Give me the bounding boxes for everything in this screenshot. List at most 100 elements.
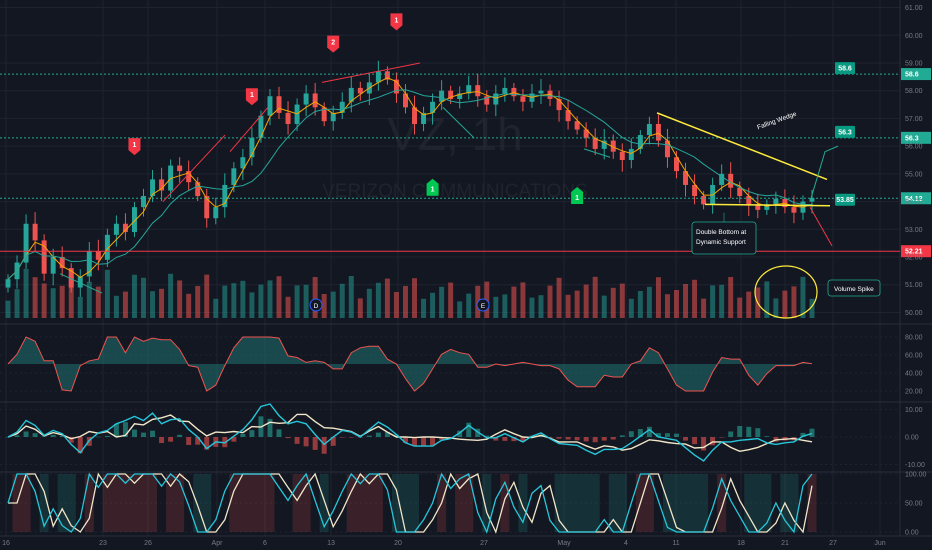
trend-line-5 <box>442 106 475 139</box>
osc2-histogram-bar <box>348 437 354 438</box>
volume-bar <box>421 298 427 318</box>
osc2-histogram-bar <box>619 435 625 437</box>
volume-bar <box>276 276 282 318</box>
osc2-histogram-bar <box>150 430 156 437</box>
volume-bar <box>141 277 146 318</box>
candle-body <box>50 257 56 274</box>
volume-bar <box>249 292 255 318</box>
osc2-histogram-bar <box>683 437 689 441</box>
level-axis-label: 54.12 <box>905 196 923 203</box>
candle-body <box>637 135 643 149</box>
osc2-histogram-bar <box>809 428 815 437</box>
sell-signal <box>128 138 141 156</box>
osc2-histogram-bar <box>439 437 445 440</box>
osc2-histogram-bar <box>312 437 318 450</box>
volume-bar <box>466 293 472 318</box>
osc2-histogram-bar <box>511 437 517 442</box>
volume-bar <box>619 283 625 318</box>
volume-bar <box>701 298 707 318</box>
osc2-histogram-bar <box>231 437 237 442</box>
osc2-histogram-bar <box>764 436 770 437</box>
volume-bar <box>791 286 797 318</box>
osc3-zone <box>563 474 573 532</box>
volume-bar <box>285 296 291 318</box>
osc2-histogram-bar <box>746 426 752 437</box>
wedge-upper-line <box>656 112 828 181</box>
osc2-histogram-bar <box>646 426 652 437</box>
time-tick-label: 23 <box>99 540 107 547</box>
candle-body <box>493 93 499 105</box>
osc2-histogram-bar <box>664 433 670 437</box>
volume-bar <box>68 274 74 318</box>
buy-signal-label: 1 <box>575 195 579 202</box>
volume-bar <box>186 293 192 318</box>
candle-body <box>141 196 146 208</box>
target-tag <box>835 193 855 206</box>
osc2-histogram-bar <box>131 429 137 437</box>
time-tick-label: 16 <box>2 540 10 547</box>
level-axis-badge <box>901 131 931 144</box>
osc2-histogram-bar <box>448 437 454 438</box>
osc2-histogram-bar <box>204 437 210 450</box>
osc2-histogram-bar <box>421 437 427 447</box>
candle-body <box>484 96 490 105</box>
grid <box>0 0 932 537</box>
candle-body <box>312 93 318 108</box>
osc2-histogram-bar <box>692 437 698 445</box>
candle-body <box>556 99 562 111</box>
level-axis-label: 52.21 <box>905 249 923 256</box>
candle-body <box>457 93 463 100</box>
volume-bar <box>86 281 92 318</box>
osc1-area <box>8 337 812 391</box>
candle-body <box>646 123 652 136</box>
osc3-zone <box>247 474 257 532</box>
candle-body <box>592 137 598 149</box>
candle-body <box>104 234 110 260</box>
candle-body <box>339 101 345 113</box>
volume-bar <box>177 280 183 318</box>
candle-body <box>321 107 327 122</box>
osc3-zone <box>292 474 302 532</box>
oscillator-3-pane: 100.00 50.00 0.00 <box>0 472 927 537</box>
candle-body <box>222 184 228 208</box>
price-tick-label: 55.00 <box>905 171 923 178</box>
target-tag <box>835 62 855 75</box>
osc3-zone <box>617 474 627 532</box>
wedge-lower-line <box>704 203 831 207</box>
volume-bar <box>655 277 661 318</box>
osc2-histogram-bar <box>412 437 418 446</box>
osc3-zone <box>753 474 763 532</box>
volume-bars <box>5 268 815 318</box>
osc3-zone <box>202 474 212 532</box>
event-marker <box>476 298 490 312</box>
osc3-zone <box>807 474 817 532</box>
osc-tick-label: 0.00 <box>905 435 919 442</box>
osc2-histogram-bar <box>95 436 101 438</box>
osc2-histogram-bar <box>610 437 616 440</box>
watermark-company: VERIZON COMMUNICATIONS <box>322 181 588 202</box>
osc2-histogram-bar <box>168 437 174 442</box>
osc3-zone <box>39 474 49 532</box>
osc3-zone <box>364 474 374 532</box>
osc-tick-label: 0.00 <box>905 530 919 537</box>
candle-body <box>122 223 128 233</box>
volume-bar <box>719 284 725 318</box>
volume-bar <box>5 300 11 318</box>
candle-body <box>231 168 237 185</box>
volume-bar <box>222 285 228 318</box>
volume-bar <box>195 286 201 318</box>
trend-line-3 <box>321 62 421 83</box>
osc2-histogram-bar <box>728 431 734 437</box>
osc2-histogram-bar <box>755 428 761 437</box>
volume-bar <box>610 287 616 318</box>
double-bottom-label-2: Dynamic Support <box>696 239 746 246</box>
volume-bar <box>574 290 580 318</box>
osc3-zone <box>699 474 709 532</box>
volume-bar <box>32 277 38 318</box>
price-tick-label: 51.00 <box>905 282 923 289</box>
osc2-histogram-bar <box>249 430 255 437</box>
volume-bar <box>168 273 174 318</box>
sell-signal <box>245 88 258 106</box>
osc3-zone <box>717 474 727 532</box>
ma-slow-line <box>7 89 813 280</box>
